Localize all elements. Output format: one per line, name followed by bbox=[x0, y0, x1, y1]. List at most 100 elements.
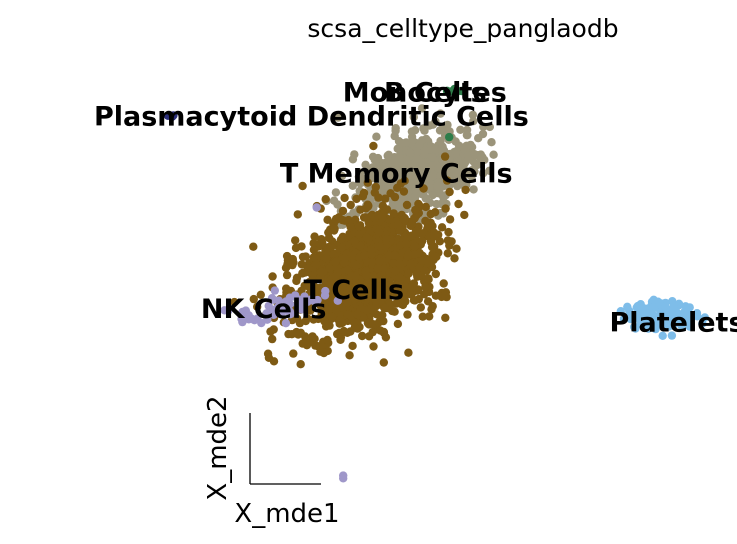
point-t-cells bbox=[298, 181, 307, 191]
point-t-cells bbox=[317, 235, 326, 244]
point-t-cells bbox=[356, 291, 365, 301]
point-t-cells bbox=[253, 302, 262, 311]
point-t-cells bbox=[380, 303, 389, 313]
point-t-memory-cells bbox=[350, 150, 359, 159]
point-t-cells bbox=[421, 216, 430, 226]
point-t-memory-cells bbox=[463, 151, 473, 160]
point-t-cells bbox=[379, 358, 388, 367]
point-t-cells bbox=[327, 312, 337, 322]
point-platelets bbox=[630, 322, 639, 332]
point-t-memory-cells bbox=[428, 171, 437, 181]
point-t-memory-cells bbox=[348, 181, 357, 190]
point-outlier bbox=[339, 474, 348, 483]
point-monocytes bbox=[337, 171, 347, 181]
point-t-cells bbox=[395, 259, 404, 269]
point-t-memory-cells bbox=[349, 208, 358, 217]
point-t-cells bbox=[450, 254, 459, 263]
point-t-memory-cells bbox=[469, 117, 478, 126]
point-t-cells bbox=[346, 200, 355, 210]
point-nk-cells bbox=[238, 317, 247, 327]
point-t-cells bbox=[331, 272, 340, 281]
point-t-cells bbox=[407, 290, 416, 299]
point-t-cells bbox=[404, 250, 413, 259]
point-nk-cells bbox=[293, 299, 302, 309]
point-t-cells bbox=[324, 243, 333, 252]
point-t-cells bbox=[305, 338, 314, 347]
point-t-cells bbox=[393, 220, 403, 229]
point-t-cells bbox=[375, 311, 384, 320]
point-platelets bbox=[692, 309, 702, 318]
point-t-cells bbox=[331, 257, 340, 267]
point-t-cells bbox=[363, 178, 372, 187]
point-nk-cells bbox=[272, 303, 282, 312]
point-t-memory-cells bbox=[417, 104, 427, 113]
point-t-memory-cells bbox=[444, 161, 453, 171]
cluster-label-platelets: Platelets bbox=[609, 308, 737, 339]
point-t-memory-cells bbox=[386, 175, 395, 184]
point-platelets bbox=[665, 307, 675, 316]
point-t-memory-cells bbox=[420, 164, 429, 174]
point-t-memory-cells bbox=[412, 154, 421, 163]
point-t-cells bbox=[374, 193, 383, 202]
point-t-cells bbox=[378, 213, 387, 222]
point-t-cells bbox=[362, 271, 371, 280]
point-t-memory-cells bbox=[401, 168, 411, 177]
point-t-cells bbox=[419, 184, 428, 193]
point-nk-cells bbox=[224, 306, 233, 316]
y-axis-label: X_mde2 bbox=[203, 395, 233, 500]
point-t-cells bbox=[349, 318, 359, 327]
point-t-cells bbox=[375, 242, 385, 251]
point-platelets bbox=[677, 321, 686, 330]
point-t-memory-cells bbox=[420, 126, 429, 135]
point-t-cells bbox=[294, 330, 303, 339]
chart-title: scsa_celltype_panglaodb bbox=[307, 14, 618, 43]
point-t-cells bbox=[268, 272, 277, 281]
point-t-memory-cells bbox=[451, 137, 460, 146]
point-t-cells bbox=[442, 176, 452, 185]
point-t-memory-cells bbox=[489, 150, 498, 159]
point-t-memory-cells bbox=[402, 138, 411, 147]
point-t-memory-cells bbox=[456, 125, 465, 134]
point-nk-cells bbox=[257, 318, 266, 328]
point-t-memory-cells bbox=[471, 160, 480, 169]
point-t-memory-cells bbox=[433, 181, 442, 191]
point-t-memory-cells bbox=[452, 170, 461, 180]
point-t-cells bbox=[406, 259, 415, 269]
point-platelets bbox=[636, 319, 646, 329]
point-t-cells bbox=[305, 277, 314, 287]
point-t-cells bbox=[346, 222, 355, 232]
point-t-cells bbox=[395, 272, 404, 282]
point-t-cells bbox=[382, 205, 392, 214]
point-t-cells bbox=[362, 233, 371, 242]
point-t-cells bbox=[340, 193, 349, 203]
point-t-cells bbox=[441, 313, 450, 322]
point-t-cells bbox=[338, 206, 348, 216]
point-t-memory-cells bbox=[476, 154, 485, 163]
point-t-memory-cells bbox=[420, 146, 430, 156]
point-t-cells bbox=[368, 327, 377, 337]
point-nk-cells bbox=[281, 319, 291, 328]
point-t-cells bbox=[230, 297, 239, 307]
point-t-memory-cells bbox=[391, 158, 400, 167]
point-nk-cells bbox=[286, 310, 295, 319]
point-t-cells bbox=[402, 200, 412, 210]
point-t-cells bbox=[249, 242, 258, 251]
point-platelets bbox=[683, 317, 692, 326]
point-t-cells bbox=[404, 269, 413, 278]
point-t-memory-cells bbox=[467, 172, 476, 181]
point-nk-cells bbox=[269, 295, 278, 304]
point-t-cells bbox=[354, 230, 364, 239]
point-t-memory-cells bbox=[369, 168, 378, 177]
point-t-cells bbox=[374, 227, 384, 237]
point-monocytes bbox=[469, 185, 478, 194]
point-t-cells bbox=[309, 253, 318, 262]
point-platelets bbox=[649, 295, 658, 304]
point-t-cells bbox=[282, 270, 292, 280]
point-t-cells bbox=[291, 243, 301, 253]
point-t-cells bbox=[354, 222, 364, 231]
cluster-label-monocytes: Monocytes bbox=[343, 77, 507, 108]
point-t-memory-cells bbox=[451, 160, 460, 170]
point-t-memory-cells bbox=[415, 177, 424, 187]
point-t-memory-cells bbox=[410, 126, 420, 135]
point-outlier bbox=[312, 203, 321, 212]
